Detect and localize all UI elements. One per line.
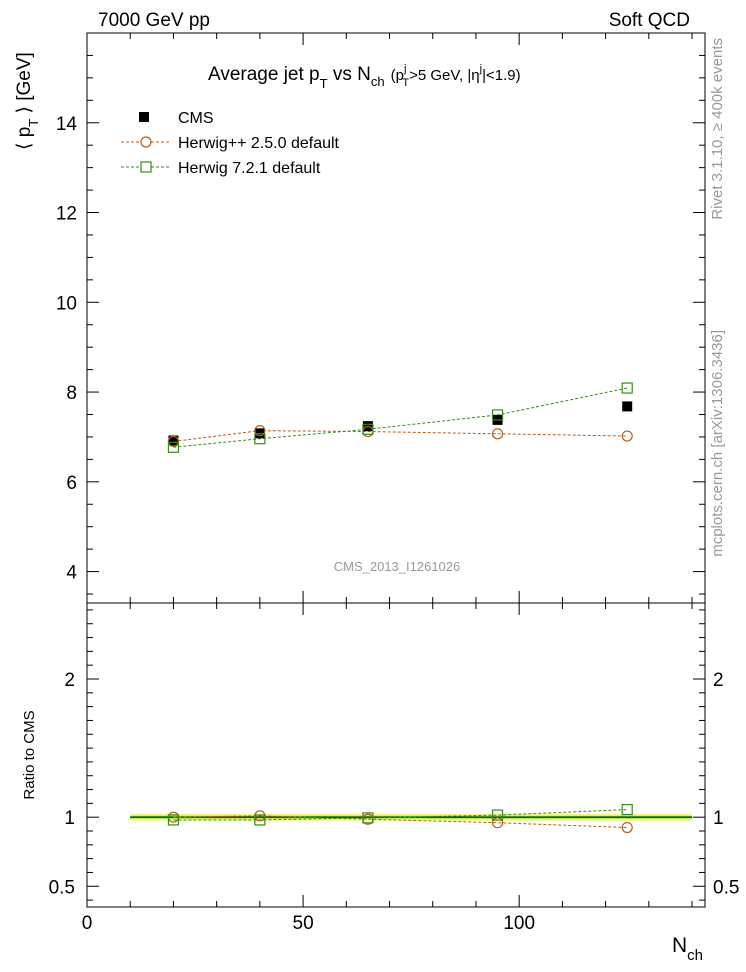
- x-tick-label: 50: [293, 913, 314, 934]
- header-left-label: 7000 GeV pp: [98, 10, 210, 31]
- herwig7-ratio-point: [254, 814, 266, 826]
- y-axis-label-bottom: Ratio to CMS: [21, 710, 38, 799]
- chart-title-cut-sub: T: [402, 77, 409, 89]
- header-right-label: Soft QCD: [609, 10, 690, 31]
- herwigpp-point: [167, 435, 180, 448]
- bottom-panel-frame: [86, 602, 706, 908]
- legend: CMS Herwig++ 2.5.0 default Herwig 7.2.1 …: [121, 110, 340, 177]
- side-label-top: Rivet 3.1.10, ≥ 400k events: [709, 38, 726, 220]
- herwig7-point: [621, 382, 633, 394]
- herwig7-ratio-line: [173, 809, 628, 821]
- chart-title-cut-sup: j: [403, 63, 406, 75]
- legend-label-cms: CMS: [178, 110, 214, 127]
- chart-title-cut-mid: >5 GeV, |η: [409, 67, 479, 84]
- y-axis-label-top: ⟨ pT ⟩ [GeV]: [14, 52, 41, 150]
- chart-title-cut-open: (p: [391, 67, 404, 84]
- legend-marker-herwig7: [140, 161, 152, 173]
- legend-marker-cms: [139, 112, 149, 122]
- bottom-y-tick-label-right: 1: [713, 808, 724, 829]
- herwigpp-ratio-point: [491, 817, 504, 829]
- bottom-y-tick-label-left: 0.5: [49, 877, 75, 898]
- x-axis-label: Nch: [672, 934, 703, 964]
- top-y-tick-label: 8: [66, 383, 77, 404]
- chart-title-sub-t: T: [320, 76, 328, 91]
- chart-title: Average jet pT vs Nch (pj T>5 GeV, |ηj|<1.…: [208, 63, 521, 91]
- herwigpp-ratio-point: [621, 821, 633, 834]
- herwigpp-point: [491, 428, 504, 440]
- top-y-tick-label: 4: [66, 563, 77, 584]
- cms-data-point: [622, 401, 633, 412]
- herwig7-ratio-point: [491, 809, 504, 821]
- bottom-y-tick-label-right: 0.5: [713, 877, 739, 898]
- top-y-tick-label: 6: [66, 473, 77, 494]
- chart-title-cut-end: |<1.9): [482, 67, 521, 84]
- analysis-watermark: CMS_2013_I1261026: [334, 559, 461, 574]
- herwig7-point: [167, 441, 180, 453]
- legend-label-herwig7: Herwig 7.2.1 default: [178, 160, 321, 177]
- x-tick-label: 0: [82, 913, 93, 934]
- herwig7-ratio-point: [362, 812, 374, 824]
- y-axis-label-open: ⟨ p: [14, 127, 35, 150]
- x-tick-label: 100: [503, 913, 535, 934]
- side-label-bottom: mcplots.cern.ch [arXiv:1306.3436]: [709, 330, 726, 557]
- y-axis-label-close: ⟩ [GeV]: [14, 52, 35, 119]
- herwig7-ratio-point: [167, 814, 180, 826]
- x-axis-label-main: N: [672, 934, 687, 957]
- herwigpp-point: [621, 430, 633, 442]
- herwig7-line: [173, 387, 628, 448]
- legend-marker-herwigpp: [140, 136, 152, 148]
- bottom-y-tick-label-right: 2: [713, 670, 724, 691]
- herwig7-point: [491, 409, 504, 421]
- x-axis-label-sub: ch: [687, 947, 703, 964]
- legend-label-herwigpp: Herwig++ 2.5.0 default: [178, 135, 340, 152]
- herwigpp-line: [173, 430, 628, 442]
- chart-title-main: Average jet p: [208, 64, 320, 85]
- herwig7-point: [362, 423, 374, 435]
- bottom-plot-area: 0 50 100 0.5 0.5 1 1 2 2: [49, 603, 739, 934]
- top-plot-area: 4 6 8 10 12 14: [56, 33, 705, 603]
- bottom-y-tick-label-left: 2: [64, 670, 75, 691]
- top-y-tick-label: 12: [56, 204, 77, 225]
- herwigpp-point: [254, 425, 266, 437]
- chart-title-vs: vs N: [328, 64, 371, 85]
- chart-title-cut-sup2: j: [479, 63, 482, 75]
- chart-title-sub-ch: ch: [371, 74, 385, 89]
- herwigpp-ratio-line: [173, 815, 628, 829]
- top-y-tick-label: 14: [56, 114, 78, 135]
- cms-data-point: [168, 435, 179, 446]
- y-axis-label-sub: T: [26, 119, 41, 127]
- bottom-y-tick-label-left: 1: [64, 808, 75, 829]
- herwig7-ratio-point: [621, 803, 633, 816]
- herwig7-point: [254, 433, 266, 445]
- top-y-tick-label: 10: [56, 293, 77, 314]
